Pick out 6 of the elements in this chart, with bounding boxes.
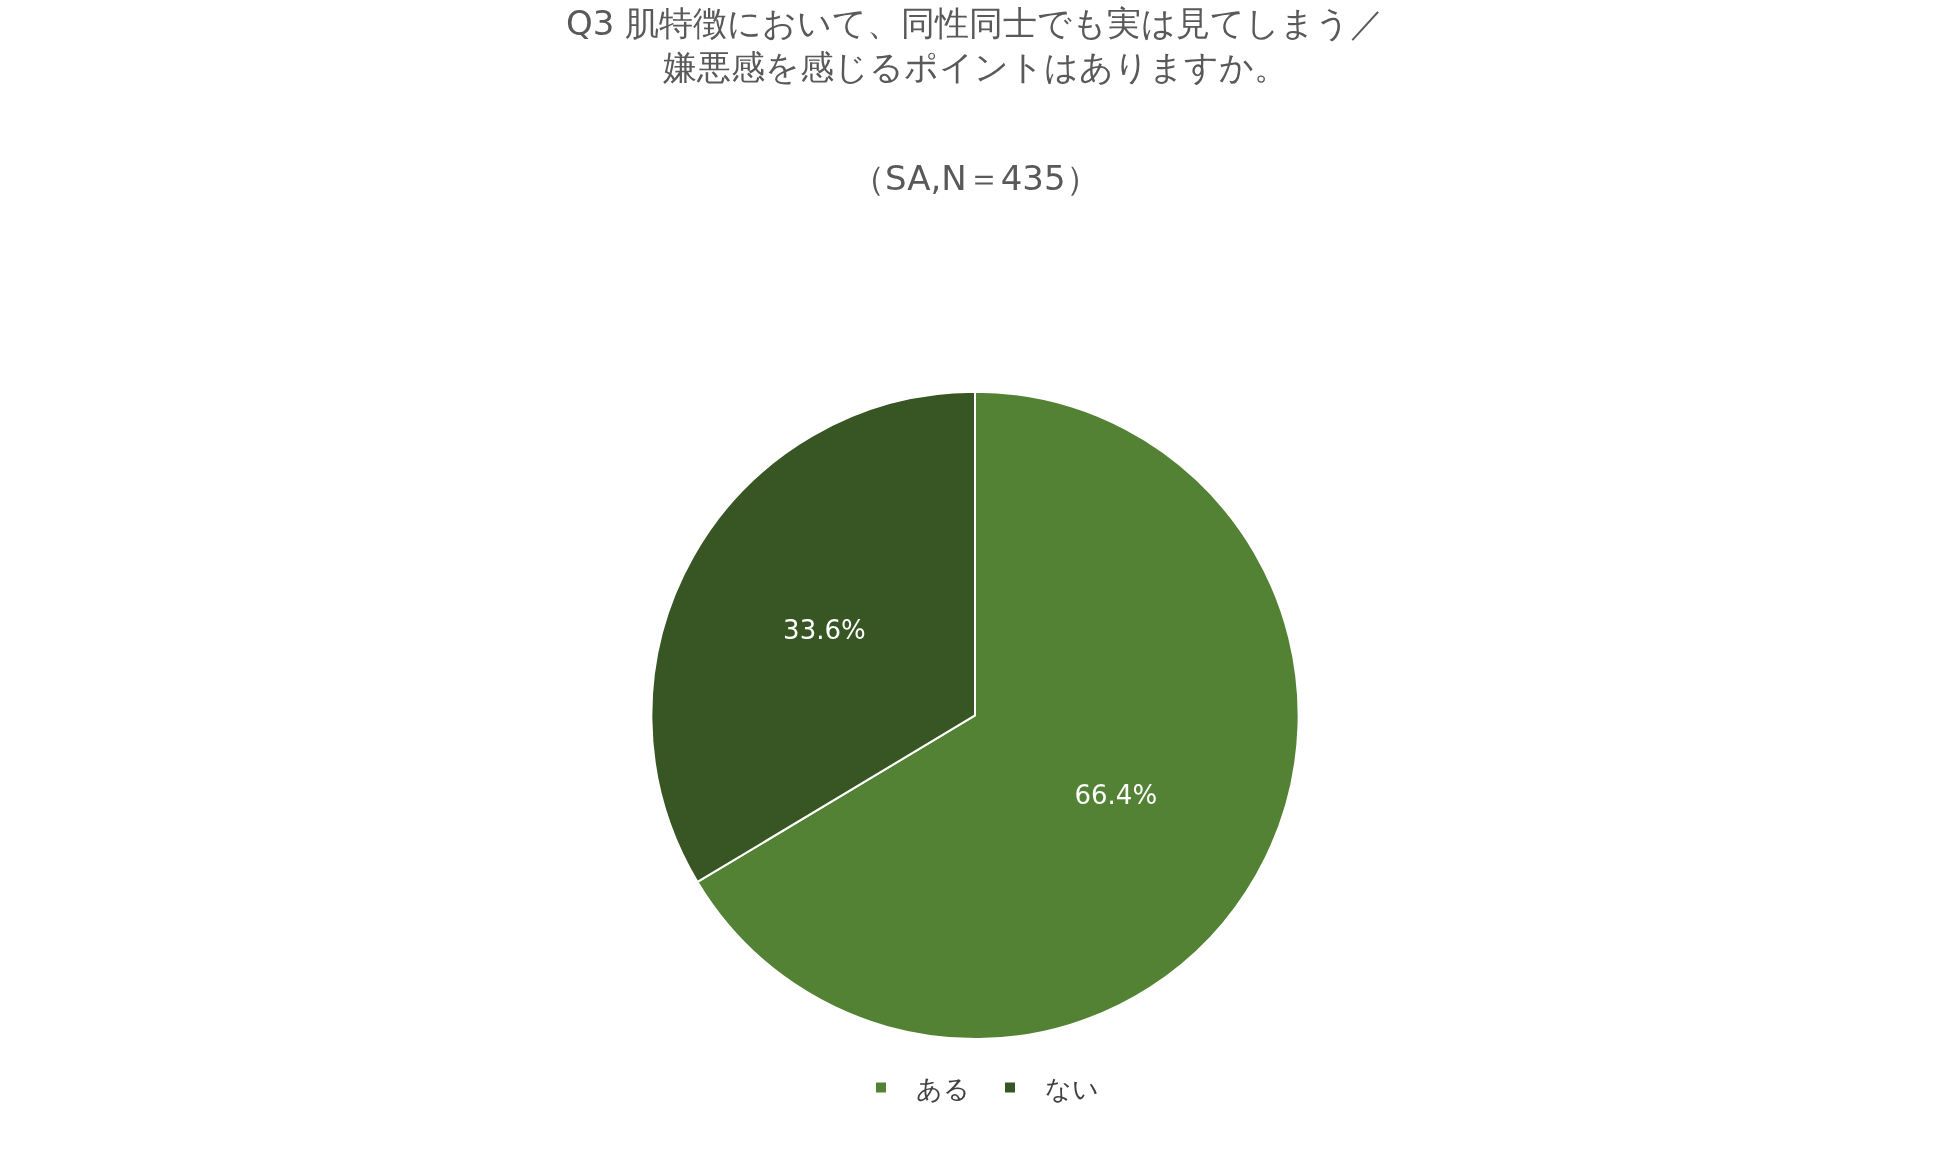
chart-subtitle: （SA,N＝435）	[851, 158, 1100, 198]
chart-title: Q3 肌特徴において、同性同士でも実は見てしまう／嫌悪感を感じるポイントはありますか。	[565, 3, 1385, 88]
legend-label: ある	[916, 1073, 970, 1104]
data-label: 66.4%	[1074, 780, 1158, 811]
legend-label: ない	[1045, 1073, 1099, 1104]
data-label: 33.6%	[783, 615, 866, 646]
